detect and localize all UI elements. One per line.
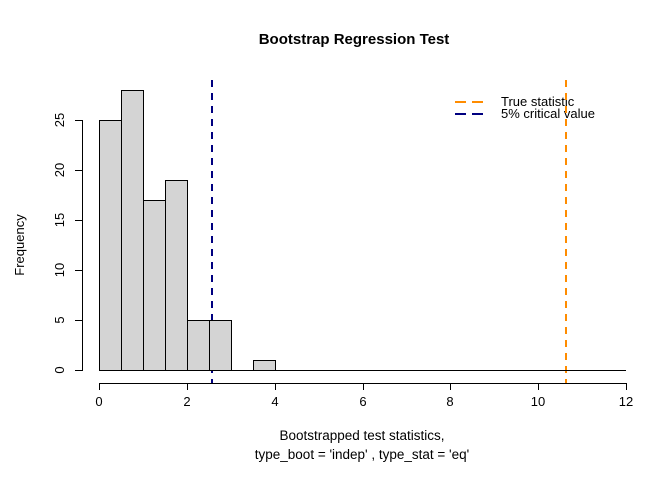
x-axis-title-line-1: Bootstrapped test statistics,	[279, 428, 445, 443]
y-axis-tick	[75, 220, 82, 221]
y-axis-tick	[75, 170, 82, 171]
x-tick-label: 12	[618, 394, 634, 409]
legend-entry-true-statistic: True statistic	[455, 94, 575, 109]
legend-entry-critical-value: 5% critical value	[455, 106, 595, 121]
x-axis-tick	[538, 383, 539, 390]
legend-label: 5% critical value	[501, 106, 595, 121]
histogram-bar	[253, 360, 276, 371]
histogram-bar	[143, 200, 166, 371]
y-axis-title: Frequency	[12, 214, 27, 276]
true-statistic-line	[565, 80, 567, 383]
orange-dashed-line-swatch	[455, 101, 483, 103]
x-tick-label: 6	[359, 394, 367, 409]
y-axis-tick	[75, 270, 82, 271]
x-tick-label: 8	[446, 394, 454, 409]
histogram-bar	[121, 90, 144, 371]
histogram-bar	[165, 180, 188, 371]
y-tick-label: 10	[52, 262, 67, 278]
y-tick-label: 25	[52, 112, 67, 128]
navy-dashed-line-swatch	[455, 113, 483, 115]
x-tick-label: 0	[95, 394, 103, 409]
y-tick-label: 0	[52, 366, 67, 374]
y-axis-tick	[75, 320, 82, 321]
x-tick-label: 2	[183, 394, 191, 409]
x-tick-label: 4	[271, 394, 279, 409]
histogram-bar	[209, 320, 232, 371]
y-tick-label: 20	[52, 162, 67, 178]
y-tick-label: 5	[52, 316, 67, 324]
histogram-baseline	[99, 370, 626, 371]
x-axis-tick	[275, 383, 276, 390]
x-axis-tick	[187, 383, 188, 390]
legend-label: True statistic	[501, 94, 575, 109]
x-axis-tick	[450, 383, 451, 390]
x-tick-label: 10	[530, 394, 546, 409]
y-axis-line	[82, 120, 83, 371]
x-axis-tick	[363, 383, 364, 390]
x-axis-tick	[626, 383, 627, 390]
histogram-bar	[187, 320, 210, 371]
critical-value-line	[211, 80, 213, 383]
y-axis-tick	[75, 120, 82, 121]
histogram-bar	[99, 120, 122, 371]
x-axis-tick	[99, 383, 100, 390]
x-axis-title-line-2: type_boot = 'indep' , type_stat = 'eq'	[254, 447, 470, 462]
chart-title: Bootstrap Regression Test	[258, 31, 450, 48]
y-tick-label: 15	[52, 212, 67, 228]
y-axis-tick	[75, 370, 82, 371]
